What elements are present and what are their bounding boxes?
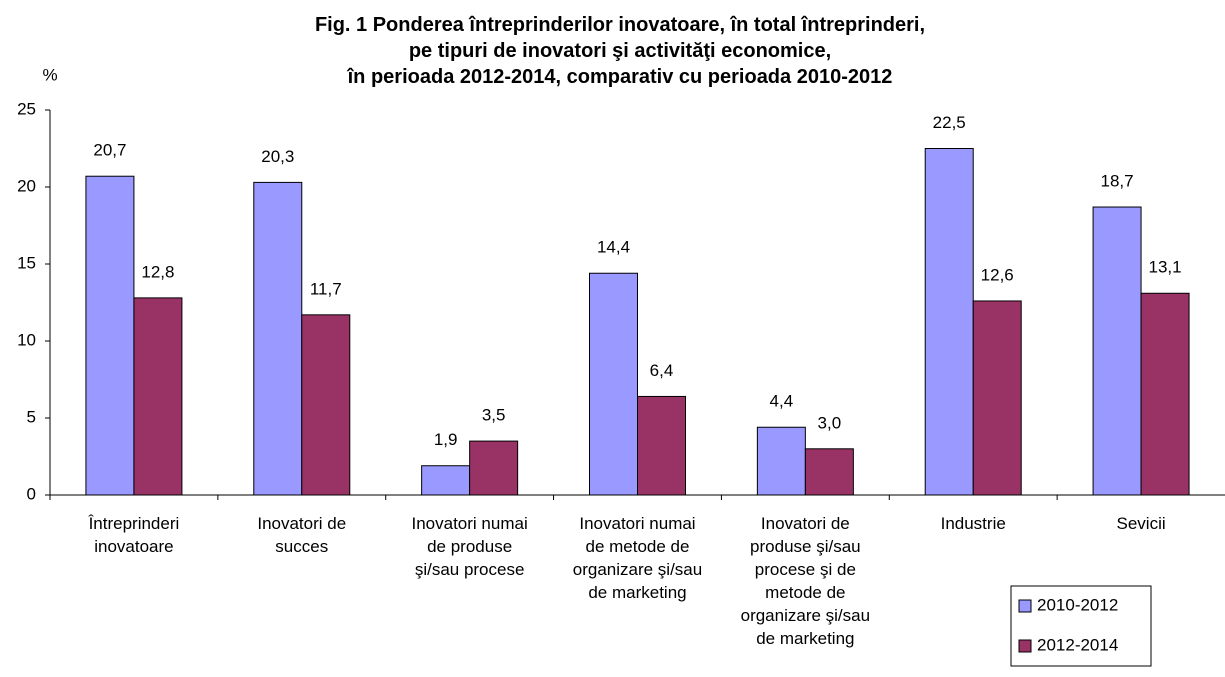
bar bbox=[804, 448, 854, 496]
bar bbox=[589, 272, 638, 496]
chart-title: Fig. 1 Ponderea întreprinderilor inovato… bbox=[314, 14, 926, 88]
data-label: 14,4 bbox=[597, 238, 630, 257]
data-label: 20,7 bbox=[93, 141, 126, 160]
y-tick-label: 20 bbox=[17, 176, 36, 195]
data-label: 4,4 bbox=[770, 392, 794, 411]
y-tick-label: 15 bbox=[17, 253, 36, 272]
bar bbox=[756, 426, 806, 496]
x-tick-label: Inovatori numai de metode de organizare … bbox=[572, 514, 703, 602]
data-label: 22,5 bbox=[933, 113, 966, 132]
x-tick-label: Sevicii bbox=[1116, 514, 1166, 533]
legend-box bbox=[1010, 585, 1152, 667]
bar bbox=[469, 440, 519, 496]
data-label: 11,7 bbox=[310, 279, 342, 298]
data-label: 18,7 bbox=[1101, 172, 1134, 191]
data-label: 12,8 bbox=[141, 262, 174, 281]
data-label: 1,9 bbox=[434, 430, 458, 449]
data-label: 12,6 bbox=[981, 265, 1014, 284]
legend-label: 2012-2014 bbox=[1037, 635, 1118, 654]
x-tick-label: Inovatori de produse şi/sau procese şi d… bbox=[740, 514, 871, 648]
legend-label: 2010-2012 bbox=[1037, 595, 1118, 614]
data-label: 3,5 bbox=[482, 406, 506, 425]
bar bbox=[637, 395, 686, 496]
bar bbox=[301, 314, 351, 496]
legend-swatch bbox=[1018, 599, 1032, 613]
bar bbox=[253, 181, 303, 496]
y-tick-label: 0 bbox=[27, 484, 36, 503]
data-label: 13,1 bbox=[1149, 258, 1182, 277]
y-tick-label: 10 bbox=[17, 330, 36, 349]
y-tick-label: 25 bbox=[17, 99, 36, 118]
bar bbox=[133, 297, 183, 496]
y-tick-label: 5 bbox=[27, 407, 36, 426]
data-label: 20,3 bbox=[261, 147, 294, 166]
x-tick-label: Industrie bbox=[940, 514, 1006, 533]
bar bbox=[85, 175, 135, 496]
bar bbox=[924, 148, 974, 496]
legend-swatch bbox=[1018, 639, 1032, 653]
y-axis-label: % bbox=[42, 65, 57, 84]
bar bbox=[972, 300, 1022, 496]
x-tick-label: Inovatori numai de produse şi/sau proces… bbox=[411, 514, 528, 579]
data-label: 3,0 bbox=[818, 413, 842, 432]
data-label: 6,4 bbox=[650, 361, 674, 380]
x-tick-label: Întreprinderi inovatoare bbox=[88, 514, 180, 556]
x-tick-label: Inovatori de succes bbox=[257, 514, 347, 556]
bar bbox=[421, 465, 471, 496]
bar bbox=[1092, 206, 1142, 496]
bar bbox=[1140, 292, 1190, 496]
